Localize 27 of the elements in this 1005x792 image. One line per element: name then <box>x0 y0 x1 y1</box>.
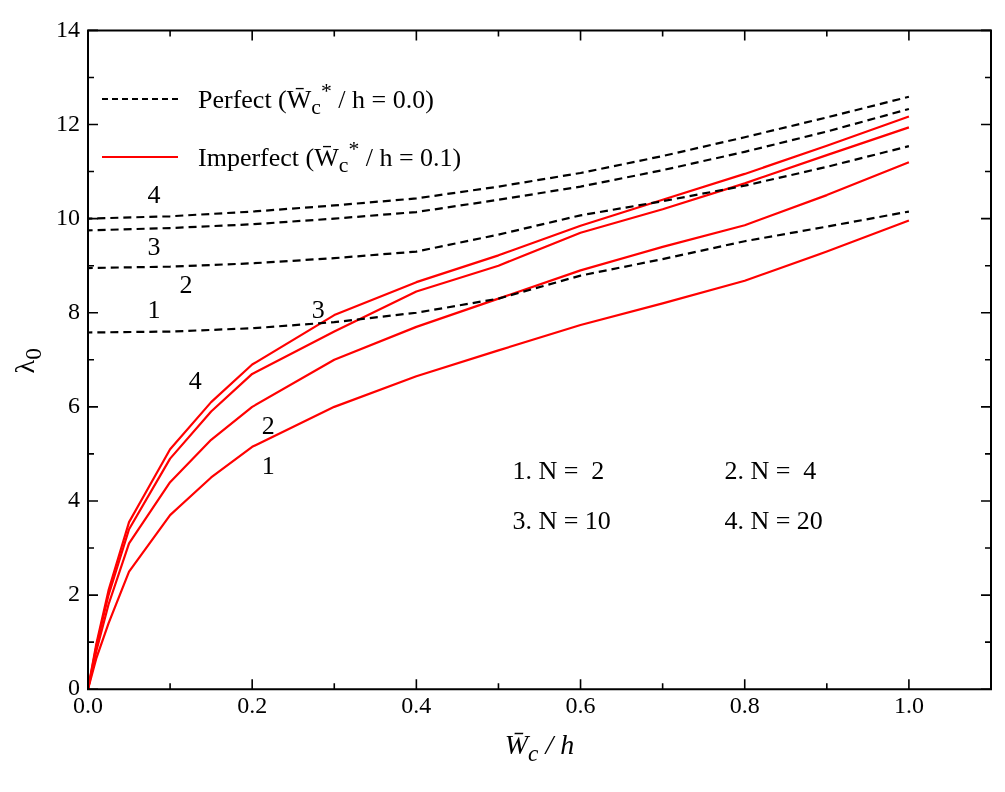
annotation: 4 <box>147 180 161 210</box>
annotation: 1. N = 2 <box>512 455 605 485</box>
x-tick-label: 0.8 <box>729 691 760 718</box>
y-tick-label: 10 <box>56 203 80 230</box>
annotation: 4 <box>188 365 202 395</box>
x-tick-label: 0.4 <box>401 691 432 718</box>
legend-label: Perfect (W̄$_{c}$$^{*}$ / h = 0.0) <box>198 78 434 122</box>
y-tick-label: 12 <box>56 109 80 136</box>
annotation: 2 <box>261 410 275 440</box>
y-tick-label: 8 <box>68 298 80 325</box>
y-tick-label: 14 <box>56 15 80 42</box>
annotation: 3 <box>147 231 161 261</box>
x-tick-label: 1.0 <box>893 691 924 718</box>
y-tick-label: 2 <box>68 580 80 607</box>
annotation: 1 <box>147 295 161 325</box>
annotation: 2 <box>179 270 193 300</box>
annotation: 2. N = 4 <box>724 455 817 485</box>
annotation: 3. N = 10 <box>512 505 611 535</box>
x-tick-label: 0.6 <box>565 691 596 718</box>
y-tick-label: 4 <box>68 486 80 513</box>
annotation: 4. N = 20 <box>724 505 823 535</box>
legend-label: Imperfect (W̄$_{c}$$^{*}$ / h = 0.1) <box>198 136 462 180</box>
y-tick-label: 6 <box>68 392 80 419</box>
annotation: 1 <box>261 450 275 480</box>
x-axis-title: W̄$_{c}$ / h <box>503 729 576 767</box>
x-tick-label: 0.2 <box>237 691 268 718</box>
annotation: 3 <box>311 295 325 325</box>
